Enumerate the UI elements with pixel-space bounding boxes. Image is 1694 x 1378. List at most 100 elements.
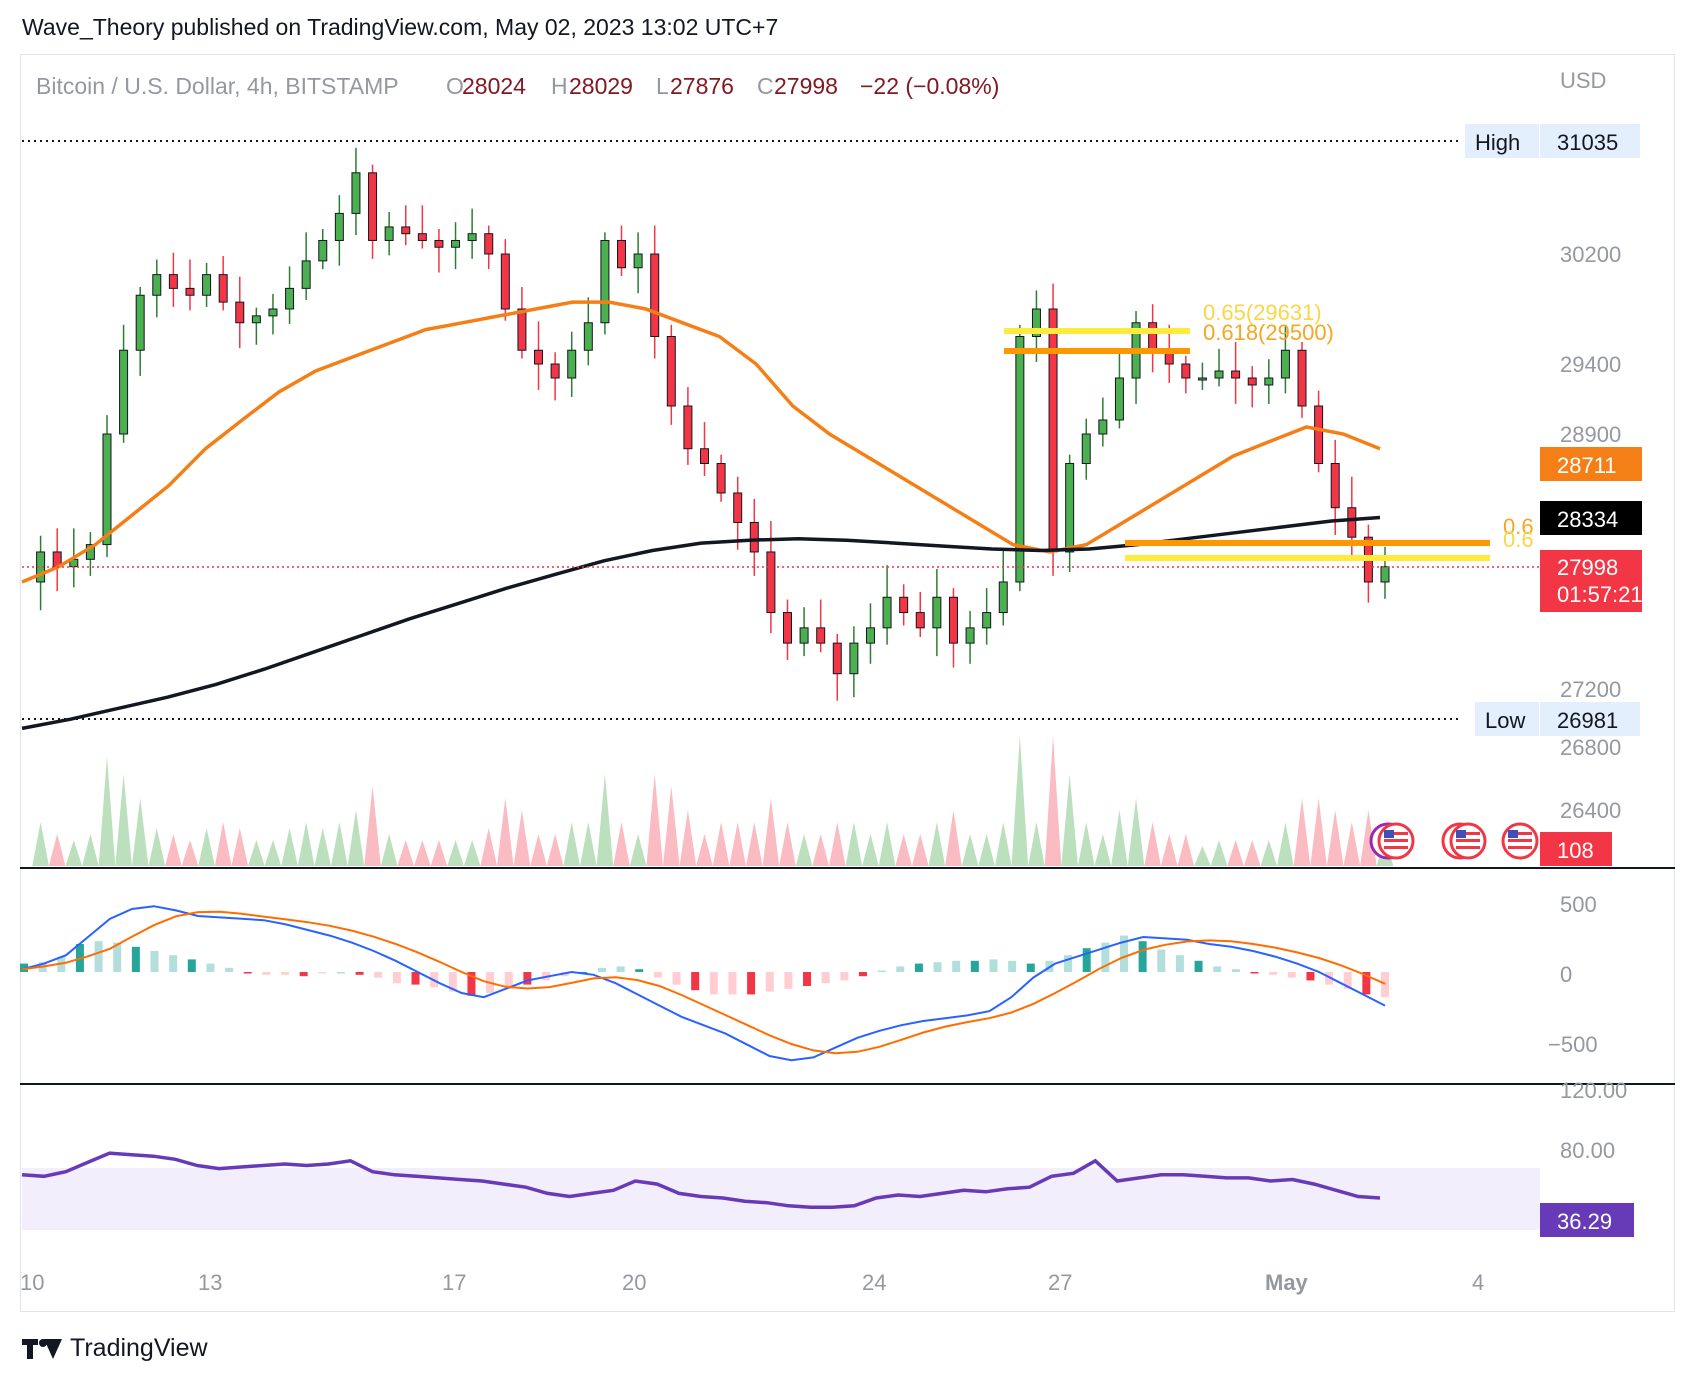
volume-bar bbox=[231, 828, 249, 866]
publish-caption: Wave_Theory published on TradingView.com… bbox=[22, 14, 779, 40]
tradingview-logo-icon bbox=[22, 1338, 62, 1359]
macd-hist-bar bbox=[1250, 972, 1259, 974]
last-price-tag bbox=[1540, 550, 1642, 612]
candle-body bbox=[550, 363, 560, 379]
tradingview-logo[interactable]: TradingView bbox=[22, 1334, 208, 1363]
volume-bar bbox=[613, 822, 630, 866]
macd-hist-bar bbox=[1138, 941, 1147, 972]
time-tick: May bbox=[1265, 1270, 1309, 1295]
volume-bar bbox=[1144, 822, 1161, 866]
macd-hist-bar bbox=[1362, 972, 1371, 995]
us-flag-icon[interactable] bbox=[1441, 822, 1487, 860]
volume-bar bbox=[48, 834, 66, 866]
candle-body bbox=[1015, 336, 1025, 583]
candle-body bbox=[1280, 349, 1290, 379]
candle-body bbox=[1380, 566, 1390, 583]
price-tick: 30200 bbox=[1560, 242, 1621, 267]
candle-body bbox=[617, 239, 627, 269]
macd-hist-bar bbox=[262, 972, 271, 975]
candle-body bbox=[1197, 377, 1207, 381]
volume-bar bbox=[463, 840, 481, 866]
macd-hist-bar bbox=[1325, 972, 1334, 985]
us-flag-icon[interactable] bbox=[1369, 822, 1415, 860]
price-tick: 29400 bbox=[1560, 352, 1621, 377]
volume-bar bbox=[148, 828, 166, 866]
candle-body bbox=[799, 627, 809, 644]
candle-body bbox=[268, 308, 278, 317]
macd-hist-bar bbox=[150, 951, 159, 972]
candle-body bbox=[948, 596, 958, 644]
candle-body bbox=[782, 612, 792, 644]
candle-body bbox=[600, 239, 610, 324]
time-tick: 10 bbox=[20, 1270, 44, 1295]
rsi-value: 36.29 bbox=[1557, 1209, 1612, 1234]
macd-hist-bar bbox=[355, 972, 364, 975]
macd-hist-bar bbox=[1194, 960, 1203, 972]
candle-body bbox=[168, 274, 178, 289]
macd-hist-bar bbox=[1269, 972, 1278, 975]
us-flag-icon[interactable] bbox=[1501, 822, 1539, 860]
fib-right-label-a: 0.6 bbox=[1503, 514, 1534, 539]
macd-hist-bar bbox=[1026, 963, 1035, 972]
candle-body bbox=[185, 287, 195, 296]
candle-body bbox=[285, 287, 295, 310]
candle-body bbox=[1181, 363, 1191, 379]
macd-hist-bar bbox=[597, 967, 606, 972]
macd-hist-bar bbox=[299, 972, 308, 977]
volume-bar bbox=[347, 810, 365, 866]
volume-bar bbox=[497, 798, 514, 866]
volume-bar bbox=[1028, 822, 1045, 866]
candle-body bbox=[633, 253, 643, 269]
macd-hist-bar bbox=[243, 972, 252, 974]
time-axis: 10 13 17 20 24 27 May 4 bbox=[20, 1270, 1484, 1295]
candle-body bbox=[1148, 322, 1158, 351]
candle-body bbox=[301, 260, 311, 289]
candle-body bbox=[368, 172, 378, 241]
macd-hist-bar bbox=[803, 972, 812, 986]
macd-hist-bar bbox=[672, 972, 681, 985]
volume-bar bbox=[1094, 834, 1112, 866]
macd-hist-bar bbox=[653, 972, 662, 978]
high-value: 31035 bbox=[1557, 130, 1618, 155]
volume-bar bbox=[1011, 736, 1029, 866]
volume-bar bbox=[281, 828, 298, 866]
rsi-band bbox=[22, 1168, 1540, 1230]
fib-065-label: 0.65(29631) bbox=[1203, 300, 1322, 325]
volume-bar bbox=[397, 840, 415, 866]
macd-hist-bar bbox=[709, 972, 718, 995]
macd-hist-bar bbox=[933, 962, 942, 972]
volume-bar bbox=[98, 756, 116, 866]
candle-body bbox=[583, 322, 593, 351]
volume-bar bbox=[513, 810, 531, 866]
volume-bar bbox=[812, 834, 829, 866]
candle-body bbox=[1330, 462, 1340, 509]
legend-o-value: 28024 bbox=[462, 73, 526, 99]
legend-change: −22 (−0.08%) bbox=[860, 73, 999, 99]
candle-body bbox=[218, 274, 228, 303]
volume-bar bbox=[961, 834, 979, 866]
ema-short-price-tag bbox=[1540, 447, 1642, 481]
volume-bar bbox=[629, 834, 647, 866]
candle-body bbox=[849, 642, 859, 675]
ema-long-line bbox=[21, 515, 1381, 731]
macd-hist-bar bbox=[504, 972, 513, 989]
volume-bar bbox=[845, 822, 863, 866]
macd-hist-bar bbox=[1175, 955, 1184, 972]
volume-bar bbox=[1210, 840, 1228, 866]
macd-hist-bar bbox=[989, 959, 998, 972]
volume-value: 108 bbox=[1557, 838, 1594, 863]
last-price: 27998 bbox=[1557, 555, 1618, 580]
low-label: Low bbox=[1485, 708, 1525, 733]
candle-body bbox=[683, 405, 693, 450]
legend-symbol: Bitcoin / U.S. Dollar, 4h, BITSTAMP bbox=[36, 73, 399, 99]
volume-bar bbox=[580, 822, 597, 866]
macd-hist-bar bbox=[113, 942, 122, 972]
candle-body bbox=[401, 226, 411, 235]
volume-bar bbox=[1310, 798, 1327, 866]
ema-short-line bbox=[21, 300, 1381, 584]
macd-hist-bar bbox=[691, 972, 700, 991]
candle-body bbox=[1065, 462, 1075, 553]
macd-hist-bar bbox=[318, 972, 327, 974]
candle-body bbox=[982, 612, 992, 629]
